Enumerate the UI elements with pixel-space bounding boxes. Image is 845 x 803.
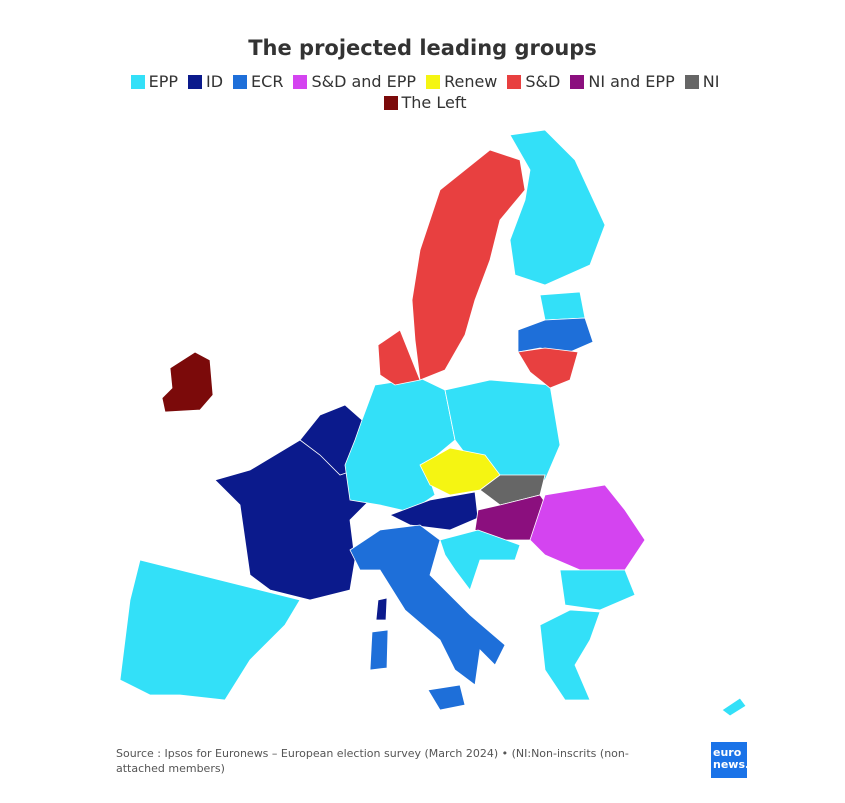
- lithuania: [517, 347, 579, 389]
- legend-label: S&D and EPP: [311, 72, 417, 91]
- legend-label: The Left: [401, 93, 467, 112]
- legend-item: ECR: [233, 72, 283, 91]
- sardinia: [369, 629, 389, 671]
- sweden: [411, 149, 526, 381]
- legend-item: Renew: [426, 72, 497, 91]
- corsica: [375, 597, 388, 621]
- legend-label: EPP: [148, 72, 178, 91]
- legend-swatch: [383, 95, 398, 110]
- logo-text: euro: [713, 746, 742, 759]
- legend-item: EPP: [130, 72, 178, 91]
- legend-label: NI and EPP: [588, 72, 675, 91]
- legend-swatch: [684, 74, 699, 89]
- logo: euro news.: [711, 742, 750, 778]
- legend-swatch: [507, 74, 522, 89]
- legend-swatch: [426, 74, 441, 89]
- estonia: [539, 291, 586, 321]
- romania: [529, 484, 646, 571]
- greece: [539, 609, 601, 701]
- ireland: [161, 351, 214, 413]
- legend-label: ID: [205, 72, 224, 91]
- legend-label: Renew: [444, 72, 498, 91]
- legend-swatch: [570, 74, 585, 89]
- cyprus: [721, 697, 747, 717]
- slovenia-croatia: [439, 529, 521, 591]
- legend-swatch: [187, 74, 202, 89]
- legend-label: NI: [702, 72, 720, 91]
- germany: [344, 377, 456, 513]
- iberia: [119, 559, 301, 701]
- legend-label: S&D: [525, 72, 561, 91]
- legend-label: ECR: [251, 72, 284, 91]
- legend-item: The Left: [383, 93, 467, 112]
- legend-item: S&D and EPP: [293, 72, 416, 91]
- legend-item: NI and EPP: [570, 72, 675, 91]
- bulgaria: [559, 569, 636, 611]
- legend: EPP ID ECR S&D and EPP Renew S&D NI and EPP NI T…: [120, 72, 730, 112]
- latvia: [517, 317, 594, 353]
- denmark: [377, 329, 421, 386]
- legend-item: ID: [187, 72, 224, 91]
- source-note: Source : Ipsos for Euronews – European e…: [116, 747, 629, 775]
- map-title: The projected leading groups: [248, 36, 597, 60]
- legend-item: NI: [684, 72, 720, 91]
- finland: [509, 129, 606, 286]
- logo-text: news.: [713, 758, 750, 771]
- sicily: [427, 684, 466, 711]
- legend-swatch: [233, 74, 248, 89]
- legend-swatch: [130, 74, 145, 89]
- legend-swatch: [293, 74, 308, 89]
- legend-item: S&D: [507, 72, 560, 91]
- italy: [349, 524, 506, 686]
